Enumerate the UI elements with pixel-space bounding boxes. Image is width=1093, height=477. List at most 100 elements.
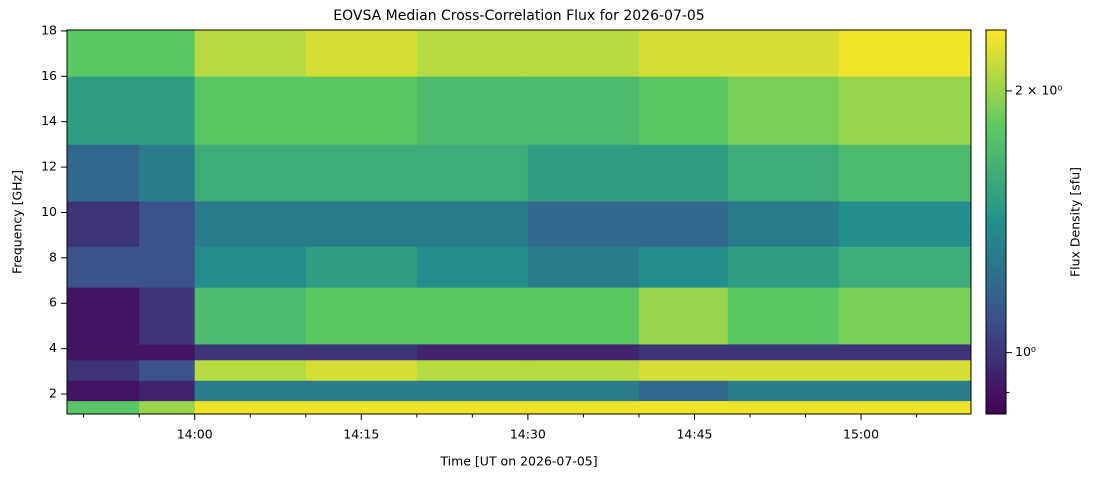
heatmap-cell [139, 380, 196, 402]
x-tick-label: 14:15 [343, 427, 379, 442]
heatmap-cell [305, 144, 418, 202]
y-tick-label: 12 [41, 159, 57, 174]
plot-frame [66, 29, 972, 415]
heatmap-cell [416, 201, 529, 247]
heatmap-cell [727, 144, 840, 202]
heatmap-cell [67, 359, 140, 381]
heatmap-cell [527, 76, 640, 145]
heatmap-cell [67, 144, 140, 202]
colorbar-tick-label: 10⁰ [1015, 344, 1036, 359]
heatmap-cell [67, 30, 140, 77]
heatmap-cell [67, 287, 140, 345]
heatmap-cell [727, 400, 840, 415]
heatmap-cell [416, 144, 529, 202]
heatmap-cell [67, 201, 140, 247]
heatmap-cell [838, 380, 972, 402]
y-tick-label: 8 [49, 249, 57, 264]
heatmap-cell [416, 287, 529, 345]
heatmap-cell [67, 344, 140, 361]
heatmap-cell [139, 76, 196, 145]
heatmap-cell [194, 201, 307, 247]
heatmap-cell [838, 287, 972, 345]
heatmap-cell [194, 144, 307, 202]
heatmap-cell [139, 201, 196, 247]
heatmap-cell [67, 76, 140, 145]
heatmap-cell [67, 246, 140, 288]
y-axis-label: Frequency [GHz] [10, 170, 25, 274]
heatmap-cell [416, 400, 529, 415]
heatmap-cell [416, 380, 529, 402]
heatmap-cell [527, 287, 640, 345]
heatmap-cell [416, 246, 529, 288]
heatmap-cell [638, 380, 729, 402]
heatmap-cell [727, 344, 840, 361]
heatmap-cell [727, 287, 840, 345]
chart-title: EOVSA Median Cross-Correlation Flux for … [333, 8, 704, 24]
y-tick-label: 10 [41, 204, 57, 219]
heatmap-cell [838, 76, 972, 145]
x-tick-label: 15:00 [843, 427, 879, 442]
heatmap-cell [527, 359, 640, 381]
x-axis-label: Time [UT on 2026-07-05] [439, 454, 597, 469]
heatmap-cell [838, 246, 972, 288]
heatmap-cell [638, 30, 729, 77]
heatmap-cell [416, 344, 529, 361]
heatmap-cell [527, 380, 640, 402]
y-tick-label: 6 [49, 295, 57, 310]
heatmap-cell [139, 246, 196, 288]
heatmap-cell [67, 400, 140, 415]
heatmap-cell [416, 76, 529, 145]
heatmap-cell [305, 400, 418, 415]
heatmap-cell [194, 380, 307, 402]
heatmap-cell [527, 144, 640, 202]
heatmap-cell [305, 246, 418, 288]
heatmap-cell [727, 380, 840, 402]
heatmap-cell [838, 400, 972, 415]
heatmap-cell [194, 76, 307, 145]
heatmap-cell [194, 30, 307, 77]
heatmap-cell [727, 201, 840, 247]
heatmap-cell [305, 201, 418, 247]
heatmap-cell [139, 400, 196, 415]
y-tick-label: 18 [41, 22, 57, 37]
x-tick-label: 14:45 [676, 427, 712, 442]
heatmap-cell [638, 287, 729, 345]
heatmap-cell [305, 30, 418, 77]
heatmap-cell [194, 344, 307, 361]
heatmap-cell [416, 30, 529, 77]
y-tick-label: 2 [49, 386, 57, 401]
heatmap-cell [305, 76, 418, 145]
heatmap-cell [638, 359, 729, 381]
heatmap-cell [305, 287, 418, 345]
colorbar-label: Flux Density [sfu] [1068, 167, 1083, 277]
heatmap-cell [638, 400, 729, 415]
heatmap-cell [527, 246, 640, 288]
heatmap-cell [194, 359, 307, 381]
heatmap-cell [527, 344, 640, 361]
heatmap-cell [139, 359, 196, 381]
heatmap-cell [139, 287, 196, 345]
heatmap-cell [305, 344, 418, 361]
heatmap-cell [305, 380, 418, 402]
heatmap-cell [527, 30, 640, 77]
heatmap-cell [139, 30, 196, 77]
heatmap-cell [194, 246, 307, 288]
heatmap-cell [416, 359, 529, 381]
y-tick-label: 14 [41, 113, 57, 128]
heatmap-cell [527, 201, 640, 247]
heatmap-cell [727, 30, 840, 77]
heatmap-cell [638, 76, 729, 145]
heatmap-cell [67, 380, 140, 402]
heatmap-cell [727, 76, 840, 145]
heatmap-cell [727, 246, 840, 288]
heatmap-cell [638, 201, 729, 247]
x-tick-label: 14:30 [510, 427, 546, 442]
heatmap-cell [305, 359, 418, 381]
y-tick-label: 4 [49, 340, 57, 355]
y-tick-label: 16 [41, 68, 57, 83]
heatmap-cell [527, 400, 640, 415]
heatmap-cell [194, 400, 307, 415]
heatmap-cell [838, 344, 972, 361]
heatmap-cell [838, 359, 972, 381]
heatmap-cell [139, 344, 196, 361]
